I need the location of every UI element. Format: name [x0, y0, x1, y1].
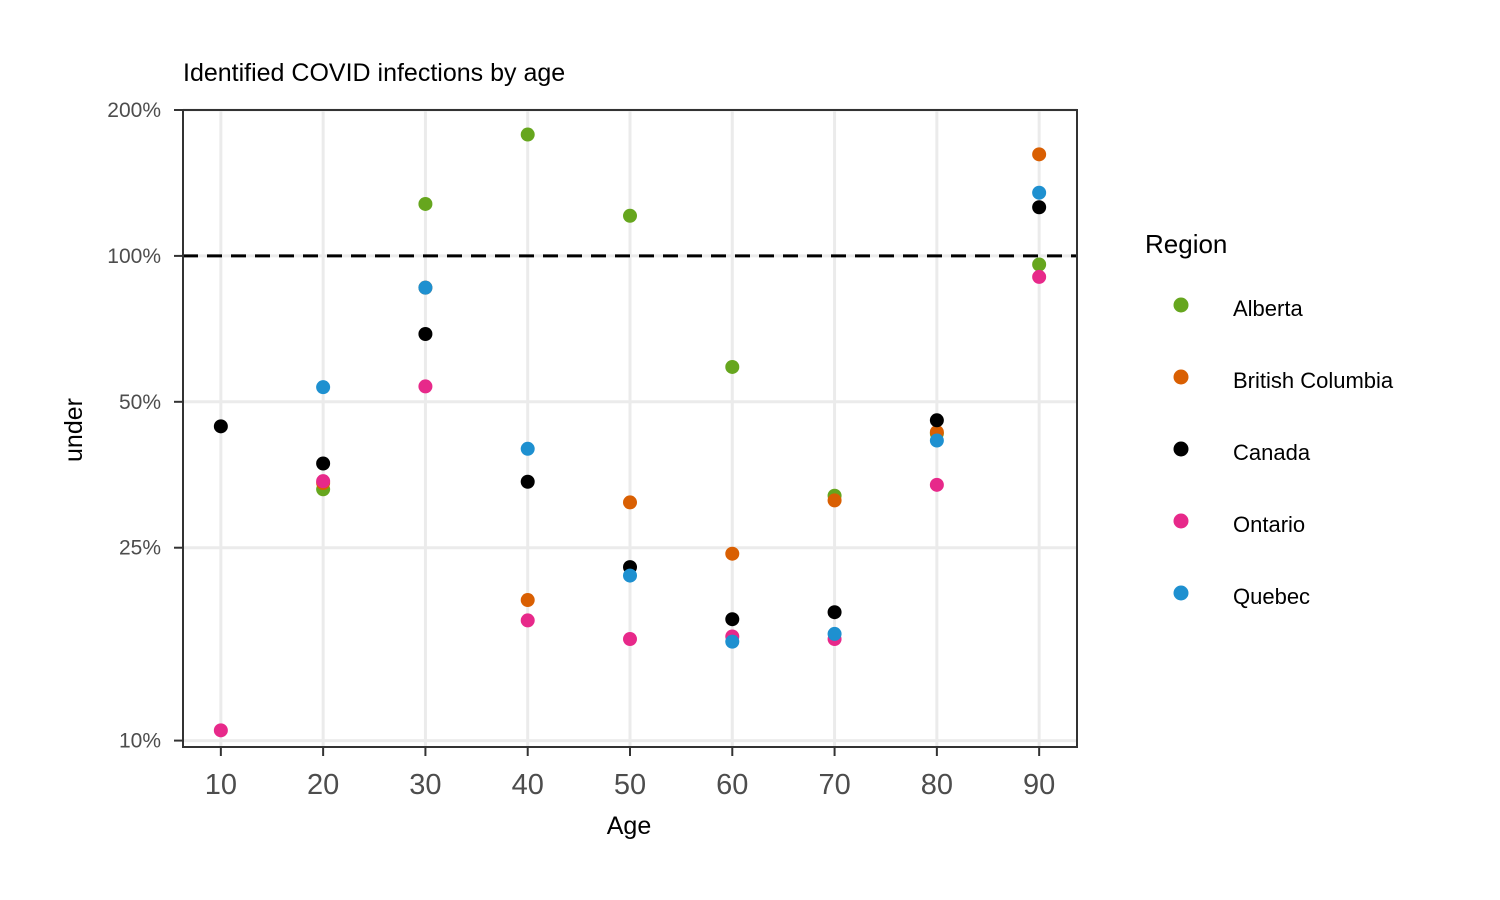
point-ontario	[316, 474, 331, 489]
point-ontario	[418, 379, 433, 394]
point-ontario	[1032, 269, 1047, 284]
point-canada	[1032, 200, 1047, 215]
point-ontario	[929, 477, 944, 492]
legend: Region Alberta British Columbia Canada Onta…	[1145, 229, 1394, 609]
point-quebec	[929, 433, 944, 448]
x-tick-label: 20	[307, 769, 339, 801]
legend-key-alberta	[1173, 297, 1189, 313]
point-alberta	[623, 208, 637, 223]
chart-title: Identified COVID infections by age	[183, 59, 565, 87]
point-canada	[316, 456, 331, 471]
point-british-columbia	[1032, 147, 1047, 162]
point-british-columbia	[623, 495, 637, 510]
x-tick-label: 50	[614, 769, 646, 801]
x-tick-label: 90	[1023, 769, 1055, 801]
y-tick-label: 200%	[107, 99, 161, 122]
legend-label-canada: Canada	[1233, 440, 1311, 465]
legend-label-quebec: Quebec	[1233, 584, 1310, 609]
point-ontario	[623, 632, 637, 647]
point-british-columbia	[725, 546, 740, 561]
point-british-columbia	[827, 493, 842, 508]
x-tick-label: 10	[205, 769, 237, 801]
point-ontario	[520, 613, 535, 628]
x-tick-label: 70	[818, 769, 850, 801]
point-british-columbia	[520, 593, 535, 608]
point-quebec	[316, 380, 331, 395]
legend-title: Region	[1145, 229, 1227, 259]
point-alberta	[520, 127, 535, 142]
point-canada	[929, 413, 944, 428]
legend-label-ontario: Ontario	[1233, 512, 1305, 537]
legend-key-canada	[1173, 441, 1189, 457]
x-tick-label: 60	[716, 769, 748, 801]
point-canada	[827, 605, 842, 620]
y-tick-label: 10%	[119, 730, 161, 753]
y-tick-label: 25%	[119, 537, 161, 560]
point-canada	[725, 612, 740, 627]
point-quebec	[827, 626, 842, 641]
plot-area: 10% 25% 50% 100% 200% 10 20 30 40 50 60 70 80 90	[107, 99, 1078, 801]
x-tick-label: 40	[512, 769, 544, 801]
point-alberta	[418, 196, 433, 211]
point-quebec	[1032, 185, 1047, 200]
point-canada	[418, 327, 433, 342]
legend-key-british-columbia	[1173, 369, 1189, 385]
x-tick-label: 80	[921, 769, 953, 801]
point-ontario	[213, 723, 228, 738]
x-axis-label: Age	[607, 812, 651, 840]
legend-key-ontario	[1173, 513, 1189, 529]
y-axis-label: under	[60, 398, 88, 462]
point-alberta	[1032, 257, 1047, 272]
point-quebec	[623, 568, 637, 583]
point-quebec	[520, 441, 535, 456]
point-alberta	[725, 359, 740, 374]
point-quebec	[418, 280, 433, 295]
legend-key-quebec	[1173, 585, 1189, 601]
point-canada	[520, 474, 535, 489]
point-canada	[213, 419, 228, 434]
legend-label-alberta: Alberta	[1233, 296, 1303, 321]
y-tick-label: 50%	[119, 391, 161, 414]
point-quebec	[725, 634, 740, 649]
x-tick-label: 30	[409, 769, 441, 801]
legend-label-british-columbia: British Columbia	[1233, 368, 1394, 393]
y-tick-label: 100%	[107, 245, 161, 268]
